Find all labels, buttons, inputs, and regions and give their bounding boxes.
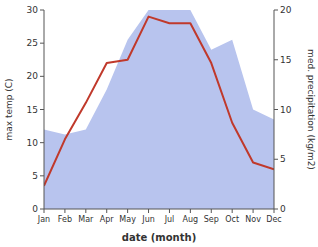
- y2-tick-label: 0: [280, 204, 286, 214]
- x-tick: [127, 209, 128, 213]
- y2-tick: [274, 10, 278, 11]
- x-tick: [211, 209, 212, 213]
- y2-tick-label: 15: [280, 55, 291, 65]
- y-tick-label: 5: [32, 171, 38, 181]
- chart-container: 0 5 10 15 20 25 30 0 5 10 15 20 Jan Feb Mar Apr May Jun Ju…: [0, 0, 318, 247]
- y2-tick: [274, 209, 278, 210]
- y-tick-label: 25: [27, 38, 38, 48]
- y-tick: [40, 175, 44, 176]
- y2-tick: [274, 159, 278, 160]
- y-tick: [40, 142, 44, 143]
- x-tick: [274, 209, 275, 213]
- x-tick-label: Oct: [225, 215, 239, 224]
- x-axis-label: date (month): [122, 232, 196, 243]
- precipitation-area: [44, 10, 274, 209]
- x-tick-label: Jun: [141, 215, 155, 224]
- plot-area: [44, 10, 274, 209]
- x-tick-label: Apr: [100, 215, 115, 224]
- y-tick-label: 20: [27, 71, 39, 81]
- x-tick-label: Feb: [58, 215, 72, 224]
- y-tick: [40, 209, 44, 210]
- y2-tick: [274, 59, 278, 60]
- x-tick: [169, 209, 170, 213]
- x-tick: [64, 209, 65, 213]
- x-tick-label: Aug: [183, 215, 199, 224]
- x-tick: [190, 209, 191, 213]
- y-tick: [40, 76, 44, 77]
- y-tick-label: 10: [27, 138, 39, 148]
- x-tick-label: Dec: [266, 215, 281, 224]
- x-tick: [44, 209, 45, 213]
- chart-svg: 0 5 10 15 20 25 30 0 5 10 15 20 Jan Feb Mar Apr May Jun Ju…: [0, 0, 318, 247]
- x-axis-line: [44, 209, 274, 210]
- x-tick-label: Mar: [78, 215, 94, 224]
- y-axis-label: max temp (C): [4, 78, 14, 140]
- y2-tick-label: 5: [280, 154, 286, 164]
- y-tick: [40, 109, 44, 110]
- x-tick-label: Nov: [245, 215, 261, 224]
- x-tick-label: Jan: [37, 215, 50, 224]
- x-tick: [85, 209, 86, 213]
- y2-tick-label: 10: [280, 105, 292, 115]
- page: {"chart_data": {"type": "line", "xlabel"…: [0, 0, 318, 247]
- y2-axis-label: med. precipitation (kg/m2): [306, 49, 316, 170]
- x-tick: [232, 209, 233, 213]
- x-tick: [253, 209, 254, 213]
- temperature-line: [44, 17, 274, 186]
- x-tick: [148, 209, 149, 213]
- y-tick: [40, 10, 44, 11]
- x-tick-label: Jul: [164, 215, 175, 224]
- y-tick-label: 0: [32, 204, 38, 214]
- y2-tick: [274, 109, 278, 110]
- x-tick-label: May: [119, 215, 136, 224]
- y-tick-label: 30: [27, 5, 39, 15]
- y2-tick-label: 20: [280, 5, 292, 15]
- y-tick: [40, 43, 44, 44]
- y-tick-label: 15: [27, 105, 38, 115]
- x-tick: [106, 209, 107, 213]
- x-tick-label: Sep: [204, 215, 219, 224]
